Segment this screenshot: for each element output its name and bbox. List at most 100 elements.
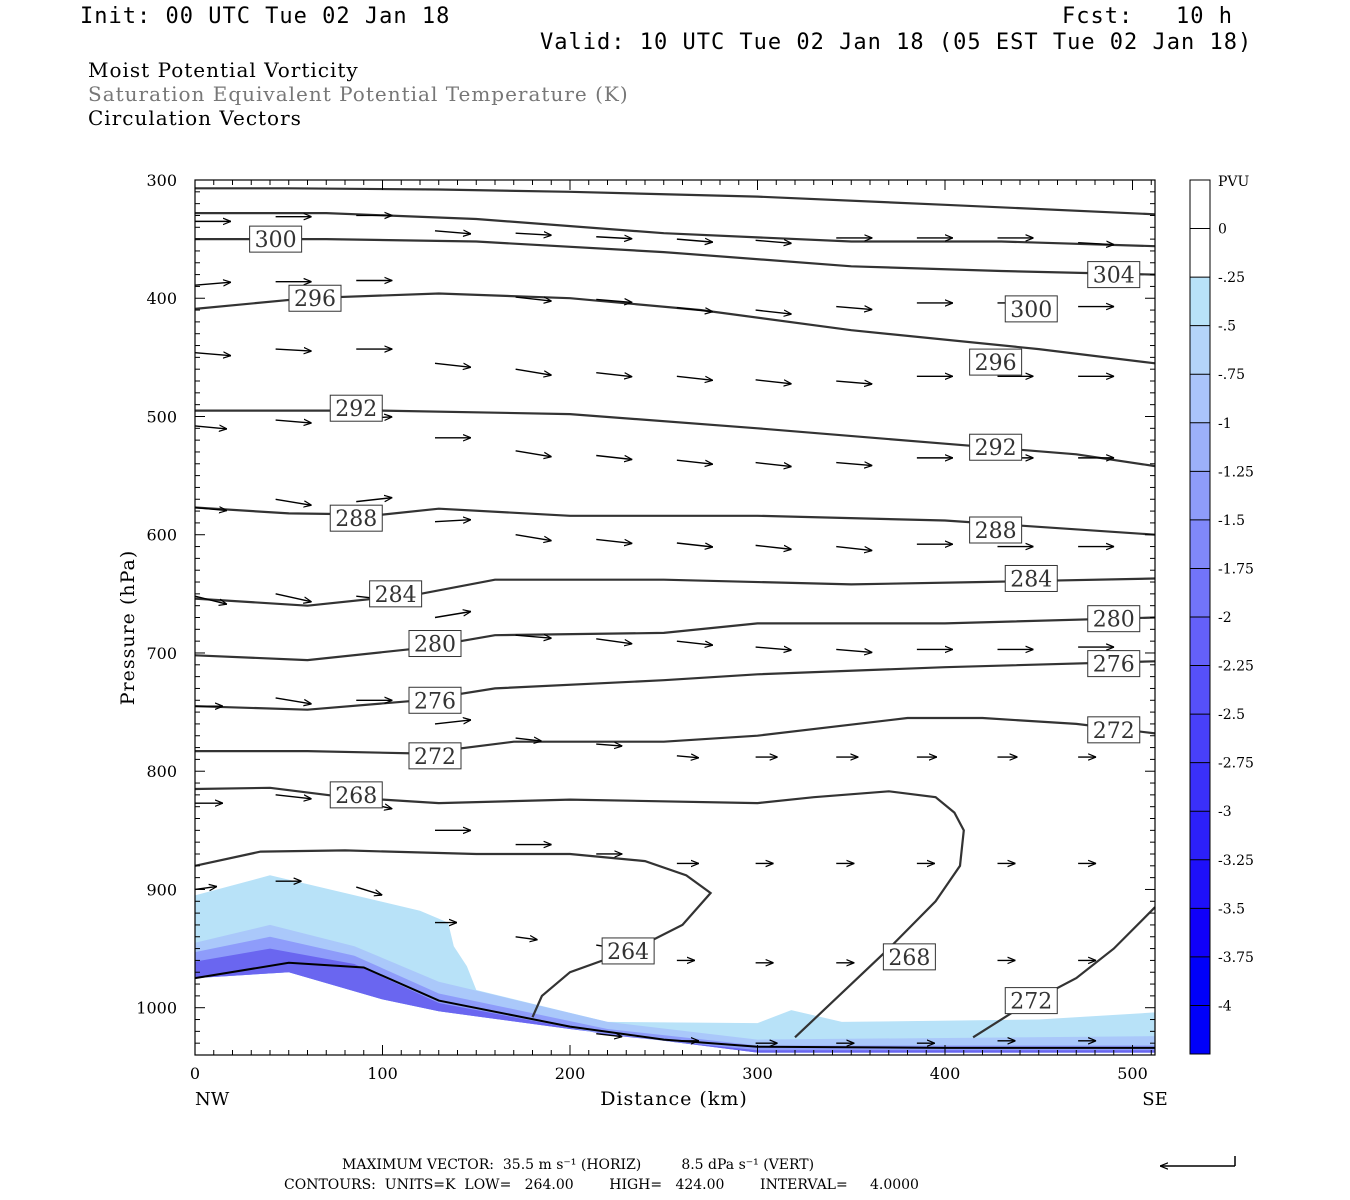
max-vector-note: MAXIMUM VECTOR: 35.5 m s⁻¹ (HORIZ) 8.5 d… [342,1157,815,1173]
vector-12 [194,282,231,285]
colorbar-swatch [1190,325,1210,375]
contour-label-box [1087,716,1141,744]
vector-76 [596,744,622,746]
contour-label: 272 [408,742,462,770]
theta-contour-8 [194,660,1156,711]
vector-50 [434,520,471,522]
colorbar-swatch [1190,811,1210,861]
contour-label: 268 [882,943,936,971]
contour-label: 300 [249,225,303,253]
colorbar-swatch [1190,859,1210,909]
contour-label-text: 280 [414,633,456,658]
y-axis-label: Pressure (hPa) [117,550,139,706]
theta-contour-2 [195,238,1156,276]
colorbar-swatch [1190,665,1210,715]
y-tick-label: 900 [146,880,177,899]
colorbar-label: -3.75 [1218,950,1254,966]
colorbar-label: -2 [1218,610,1232,626]
vector-6 [676,239,713,242]
vector-36 [275,420,312,423]
contour-label-box [1004,564,1058,592]
vector-47 [194,508,227,511]
vector-72 [275,697,312,704]
vector-63 [515,635,552,638]
field-vectors: Circulation Vectors [88,106,302,130]
y-tick-label: 700 [146,644,177,663]
colorbar-swatch [1190,568,1210,618]
colorbar-swatch [1190,617,1210,667]
colorbar-label: -1 [1218,416,1232,432]
contour-label-box [882,943,936,971]
vector-31 [836,381,872,384]
contour-label: 268 [329,781,383,809]
pv-shading [195,875,1155,1053]
contour-label-text: 276 [1093,653,1135,678]
theta-contour-7 [194,616,1156,662]
contour-label: 288 [969,516,1023,544]
contour-label-text: 264 [607,940,649,965]
contour-label-box [329,504,383,532]
colorbar: PVU 0 -.25 -.5 -.75 -1 -1.25 -1.5 -1.75 -2 -2.25 -2… [1189,174,1254,1055]
contour-label-text: 276 [414,689,456,714]
vector-75 [515,738,542,741]
x-tick-label: 200 [555,1064,586,1083]
colorbar-label: -3.25 [1218,853,1254,869]
contour-label-text: 268 [888,946,930,971]
theta-contour-10 [194,786,965,1039]
colorbar-label: -2.5 [1218,707,1245,723]
theta-contour-5 [194,506,1156,536]
vector-27 [515,368,552,375]
x-tick-label: 100 [367,1064,398,1083]
contour-label-box [601,937,655,965]
valid-time: Valid: 10 UTC Tue 02 Jan 18 (05 EST Tue … [540,30,1253,55]
colorbar-label: 0 [1218,222,1227,238]
x-tick-label: 300 [742,1064,773,1083]
contour-label: 296 [288,284,342,312]
vector-41 [676,459,713,464]
colorbar-swatch [1190,519,1210,569]
vector-84 [275,794,312,799]
contour-label-text: 292 [335,397,377,422]
x-tick-label: 0 [190,1064,200,1083]
forecast-hour: Fcst: 10 h [1062,4,1233,29]
contour-label-text: 288 [335,507,377,532]
contour-label-box [288,284,342,312]
contour-label: 292 [969,433,1023,461]
vector-29 [676,375,713,380]
vector-39 [515,450,552,457]
vector-42 [755,461,792,467]
vector-49 [356,498,392,503]
contour-label-box [249,225,303,253]
theta-contour-6 [194,577,1156,607]
vector-4 [515,233,552,235]
colorbar-swatch [1190,908,1210,958]
y-tick-label: 300 [146,171,177,190]
colorbar-label: -.25 [1218,270,1245,286]
vector-54 [755,544,792,549]
x-tick-label: 500 [1117,1064,1148,1083]
contour-label: 284 [369,580,423,608]
colorbar-label: -4 [1218,998,1232,1014]
contour-label-box [329,394,383,422]
vector-43 [836,463,872,466]
contour-label: 272 [1087,716,1141,744]
contour-label-text: 280 [1093,608,1135,633]
vector-3 [434,231,471,234]
theta-contour-9 [195,716,1156,755]
contour-label-box [1087,261,1141,289]
colorbar-swatch [1190,180,1210,230]
field-sept: Saturation Equivalent Potential Temperat… [88,82,629,106]
vector-66 [755,647,792,650]
contour-label-box [408,686,462,714]
vector-35 [194,426,227,429]
vector-19 [836,307,872,310]
y-tick-label: 1000 [136,999,177,1018]
vector-60 [275,593,312,602]
contour-label-box [969,433,1023,461]
contour-label-text: 272 [1093,719,1135,744]
theta-contour-11 [194,849,713,1018]
theta-contour-12 [972,906,1156,1039]
ground-line [194,961,1155,1049]
colorbar-swatch [1190,956,1210,1006]
contour-label-text: 272 [1010,990,1052,1015]
